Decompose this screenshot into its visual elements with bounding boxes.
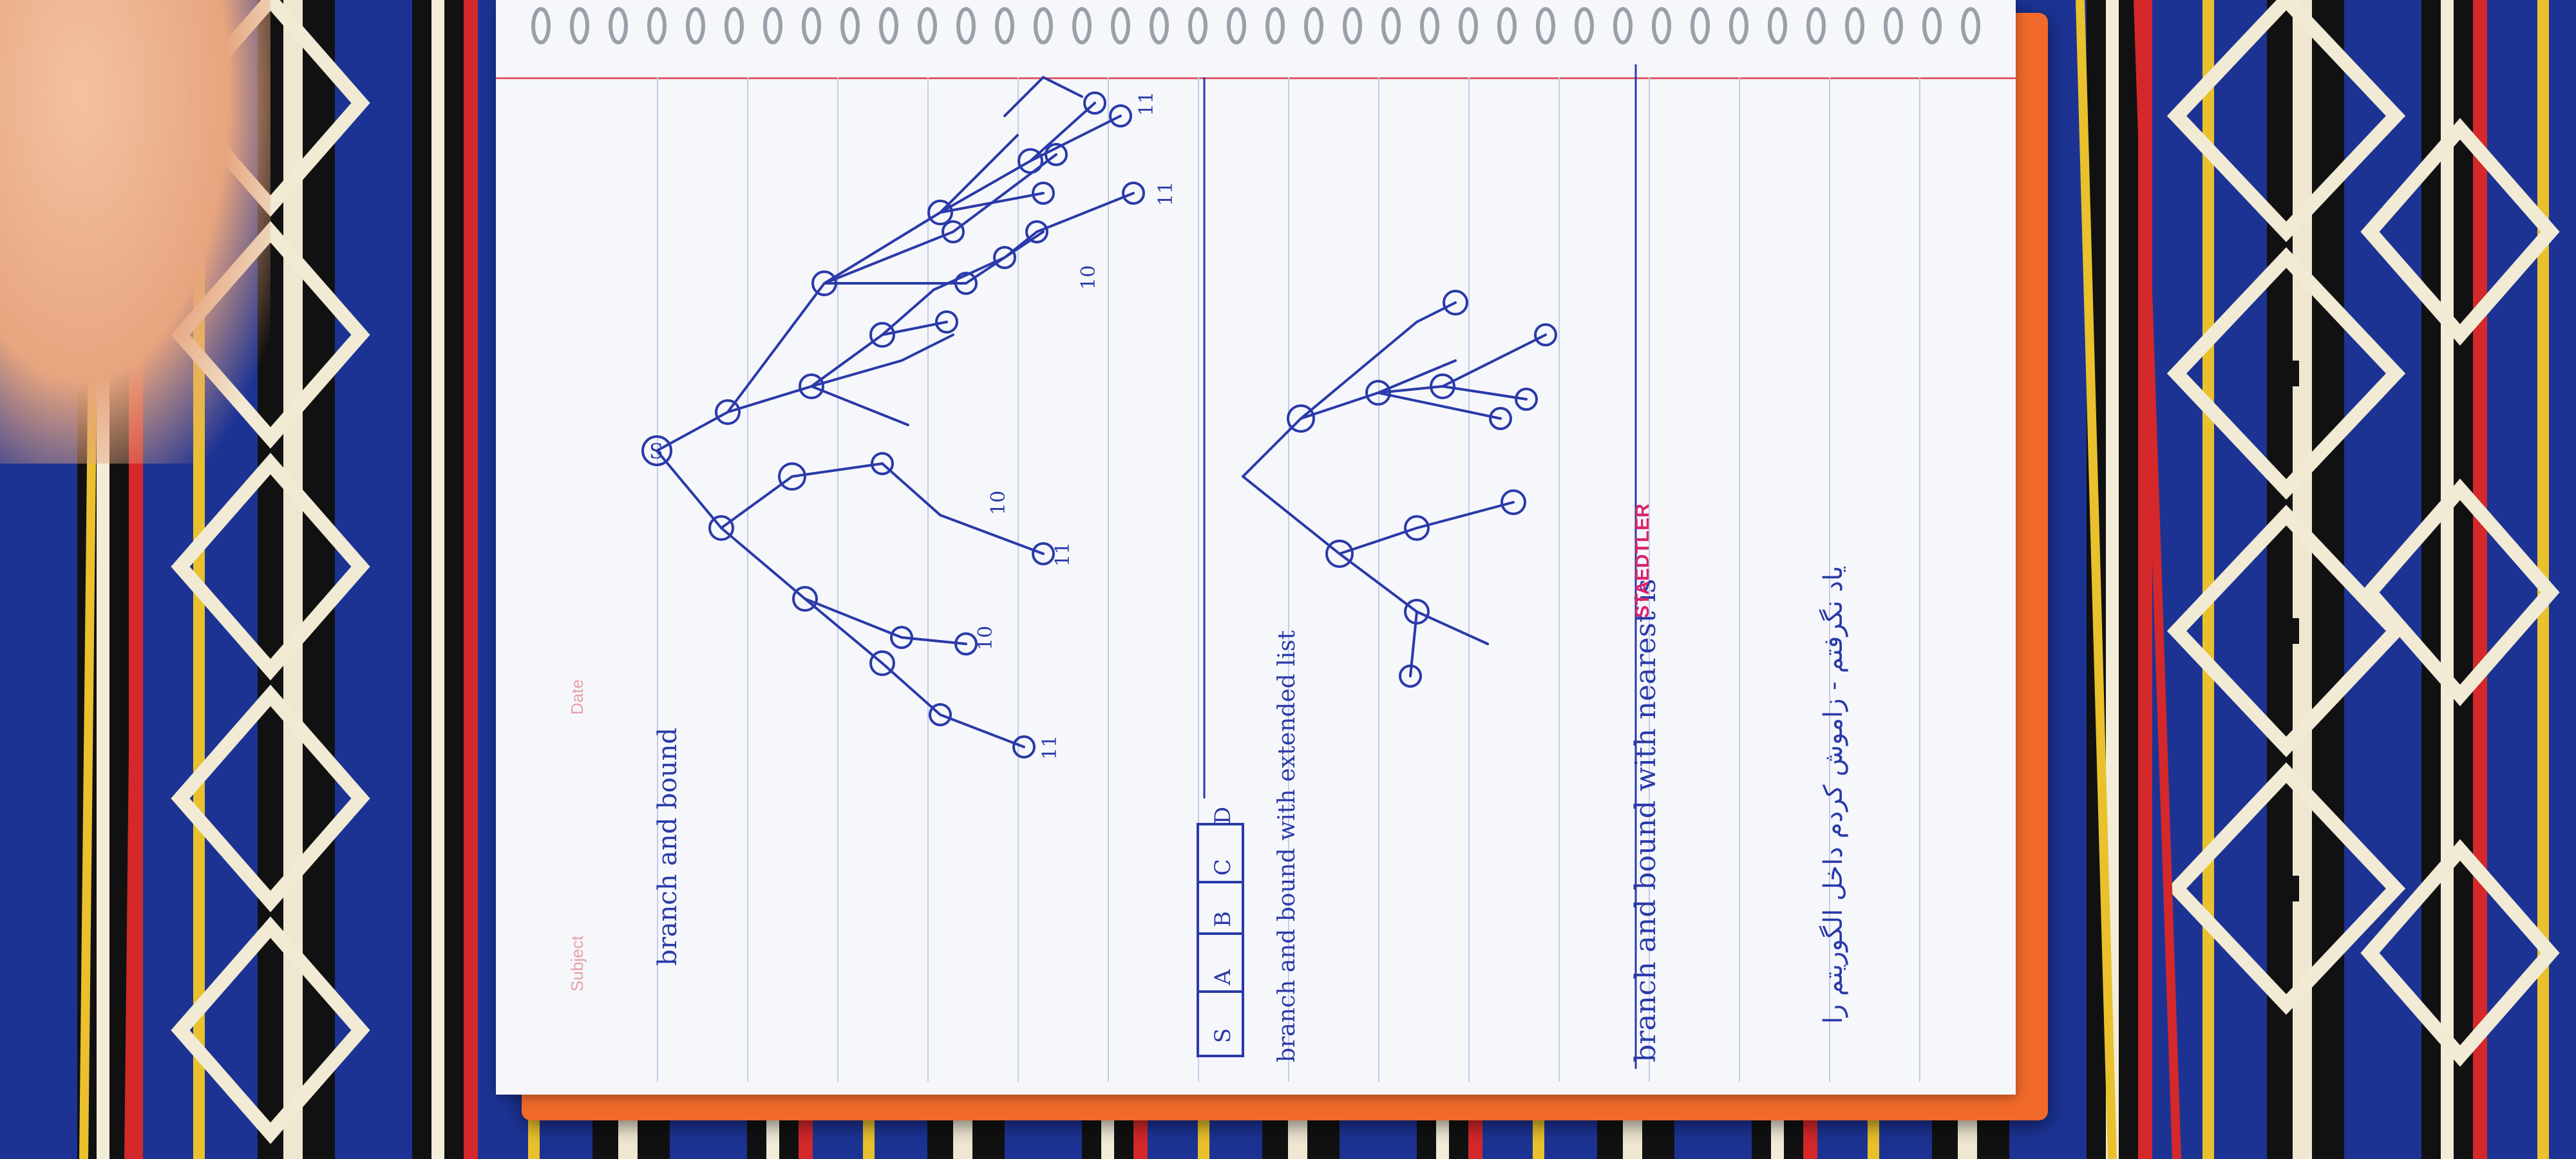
leaf-value-4: 10 [987,491,1010,515]
spiral-binding [531,7,1980,44]
search-tree-diagram: S [641,75,1145,759]
persian-note: یاد نگرفتم - زاموش کردم داخل الگوریتم را [1819,566,1848,1024]
leaf-value-6: 10 [1077,265,1100,290]
list-letter-s: S [1210,1028,1236,1043]
leaf-value-7: 11 [1155,182,1177,206]
extended-list-boxes: S A B C D [1197,807,1244,1057]
tree-root-label: S [649,439,663,464]
list-letter-d: D [1210,807,1236,824]
title-branch-and-bound: branch and bound [653,728,683,966]
list-letter-b: B [1210,911,1236,927]
page-margin-line [496,77,2016,79]
leaf-value-5: 11 [1135,91,1158,116]
leaf-value-3: 11 [1052,542,1074,567]
notebook-brand-logo: STAEDTLER [1632,504,1653,618]
extended-list-tree-diagram [1242,290,1557,688]
title-nearest: branch and bound with nearest is [1629,579,1662,1062]
leaf-value-2: 10 [974,626,997,650]
date-label: Date [567,679,587,715]
list-letter-c: C [1210,859,1236,876]
subject-label: Subject [567,936,587,992]
notebook-page [496,0,2016,1095]
title-extended-list: branch and bound with extended list [1274,630,1300,1062]
wall-corner [0,0,270,464]
list-letter-a: A [1210,969,1236,986]
leaf-value-1: 11 [1039,735,1061,760]
